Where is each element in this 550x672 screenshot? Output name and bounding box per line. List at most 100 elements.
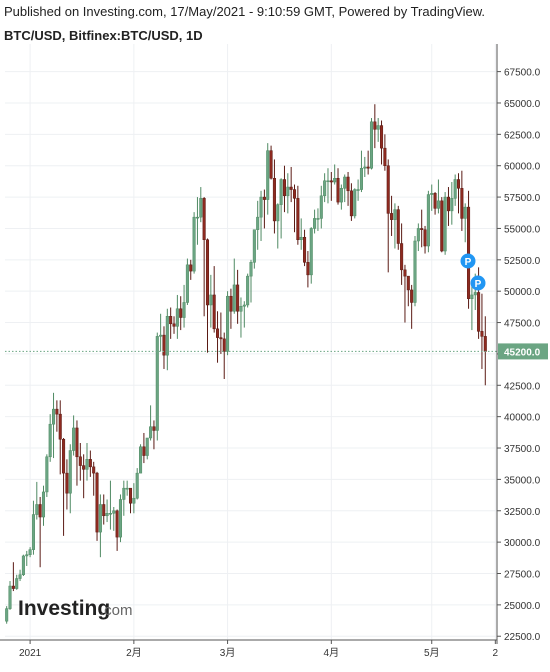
candle-body (266, 150, 270, 200)
candle-body (236, 284, 240, 312)
axes: 22500.0 25000.0 27500.0 30000.0 32500.0 35000… (0, 44, 548, 659)
candle-body (406, 275, 410, 291)
y-tick-label: 42500.0 (504, 381, 541, 392)
markers: P P (460, 253, 486, 291)
candle-body (78, 456, 82, 466)
candle-body (92, 466, 96, 474)
marker-badge (470, 275, 486, 291)
candle-body (369, 121, 374, 169)
candle-body (75, 427, 79, 458)
candle-body (416, 228, 420, 242)
candle-body (413, 240, 417, 303)
candle-body (249, 262, 253, 277)
candle-body (52, 408, 56, 425)
candle-body (5, 608, 9, 622)
y-tick-label: 65000.0 (504, 99, 541, 110)
candle-body (383, 147, 387, 166)
y-tick-label: 50000.0 (504, 287, 541, 298)
y-tick-label: 35000.0 (504, 475, 541, 486)
candle-body (31, 514, 35, 550)
candle-body (353, 189, 357, 217)
candle-body (195, 216, 199, 219)
candle-body (477, 292, 481, 332)
candle-body (410, 289, 414, 303)
last-price-label: 45200.0 (504, 347, 541, 358)
chart-title: BTC/USD, Bitfinex:BTC/USD, 1D (4, 28, 203, 43)
candle-body (199, 198, 203, 218)
candle-body (229, 295, 233, 312)
candle-body (329, 180, 333, 183)
logo: Investing .com (18, 597, 133, 620)
candle-body (299, 236, 303, 240)
x-tick-label: 2021 (19, 648, 42, 659)
candle-body (269, 150, 273, 179)
candle-body (313, 218, 317, 229)
candle-body (296, 198, 300, 240)
candle-body (356, 189, 360, 191)
candle-body (282, 179, 286, 197)
candle-body (366, 166, 370, 169)
candle-body (292, 189, 297, 199)
candle-body (272, 178, 276, 222)
candle-body (339, 188, 343, 203)
candle-body (336, 178, 340, 203)
logo-suffix: .com (100, 602, 133, 619)
candle-body (396, 209, 400, 244)
candle-body (420, 228, 424, 230)
candle-body (132, 497, 136, 504)
candle-body (55, 408, 59, 415)
candle-body (256, 216, 260, 230)
logo-text: Investing (18, 597, 110, 620)
candle-body (219, 337, 223, 340)
candle-body (286, 186, 290, 197)
candle-body (473, 292, 477, 296)
candle-body (333, 178, 337, 183)
candle-body (279, 179, 283, 205)
candle-body (456, 179, 461, 189)
x-tick-label: 2月 (126, 647, 142, 659)
grid (5, 44, 497, 640)
candle-body (135, 472, 139, 499)
candle-body (303, 236, 307, 263)
candle-body (15, 578, 19, 589)
candle-body (483, 336, 487, 352)
candle-body (467, 206, 471, 299)
y-tick-label: 62500.0 (504, 130, 541, 141)
candle-body (316, 218, 320, 220)
candle-body (149, 426, 153, 439)
candle-body (115, 510, 119, 538)
candle-body (95, 472, 99, 533)
candle-body (380, 125, 384, 149)
candle-body (41, 491, 46, 518)
candle-body (306, 262, 310, 276)
candle-body (363, 166, 367, 169)
candle-body (155, 336, 159, 431)
published-note: Published on Investing.com, 17/May/2021 … (4, 4, 485, 19)
candle-body (480, 331, 484, 337)
candle-body (430, 193, 434, 195)
y-tick-label: 37500.0 (504, 444, 541, 455)
candle-body (28, 549, 32, 555)
marker-label: P (475, 279, 482, 290)
candle-body (400, 243, 404, 271)
candle-body (343, 176, 347, 189)
candle-body (386, 165, 390, 214)
x-tick-label: 4月 (324, 647, 340, 659)
candle-body (88, 459, 92, 468)
candle-body (426, 194, 430, 247)
candle-body (82, 465, 86, 470)
candle-body (463, 206, 467, 219)
candle-body (232, 284, 236, 312)
candle-body (48, 423, 52, 458)
candle-body (252, 229, 256, 263)
y-tick-label: 40000.0 (504, 413, 541, 424)
y-tick-label: 22500.0 (504, 632, 541, 643)
candle-body (58, 413, 62, 440)
candle-body (246, 275, 250, 306)
x-tick-label: 3月 (220, 647, 236, 659)
candle-body (216, 328, 220, 338)
candle-body (182, 302, 186, 318)
y-tick-label: 67500.0 (504, 68, 541, 79)
y-tick-label: 55000.0 (504, 224, 541, 235)
